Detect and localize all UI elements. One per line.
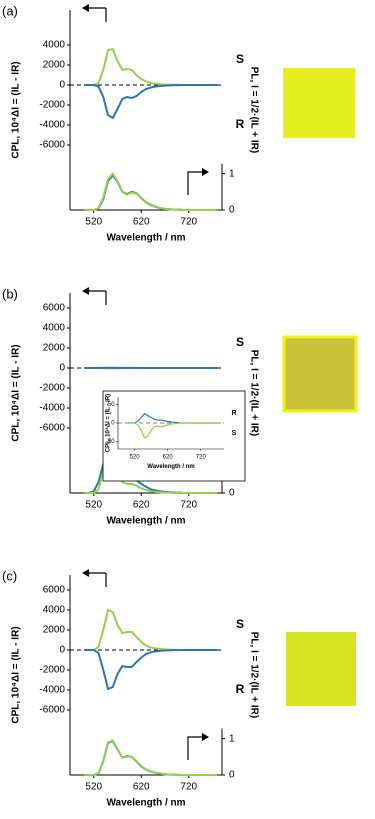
x-tick-label: 620 xyxy=(133,782,150,793)
arrow xyxy=(187,736,206,760)
x-axis-label: Wavelength / nm xyxy=(106,233,185,244)
x-tick-label: 720 xyxy=(196,455,207,461)
y2-axis-label: PL, I = 1/2·(IL + IR) xyxy=(248,350,259,437)
y-tick-label: -2000 xyxy=(39,665,65,676)
y-tick-label: 2000 xyxy=(43,343,66,354)
y-tick-label: -4000 xyxy=(39,685,65,696)
y-tick-label: 2000 xyxy=(43,625,66,636)
y-tick-label: -4000 xyxy=(39,120,65,131)
series-line xyxy=(84,47,218,86)
y-tick-label: 2000 xyxy=(43,60,66,71)
series-line xyxy=(84,608,218,651)
legend-label: S xyxy=(232,430,237,437)
y-tick-label: 0 xyxy=(111,421,115,427)
x-tick-label: 620 xyxy=(163,455,174,461)
arrow-head xyxy=(82,4,89,12)
y-tick-label: 4000 xyxy=(43,40,66,51)
y-tick-label: 0 xyxy=(59,363,65,374)
arrow-head xyxy=(202,733,209,741)
series-line xyxy=(84,649,218,691)
legend-label: R xyxy=(236,117,245,131)
legend-label: R xyxy=(236,682,245,696)
y-tick-label: 6000 xyxy=(43,585,66,596)
legend-label: S xyxy=(236,335,244,349)
y-tick-label: -6000 xyxy=(39,140,65,151)
series-line xyxy=(84,84,218,120)
series-line xyxy=(84,171,218,211)
y-axis-label: CPL, 10⁴ΔI = (IL - IR) xyxy=(11,626,22,723)
y2-axis-label: PL, I = 1/2·(IL + IR) xyxy=(248,632,259,719)
x-tick-label: 520 xyxy=(85,782,102,793)
photo xyxy=(286,632,356,706)
y-tick-label: 6000 xyxy=(43,303,66,314)
x-axis-label: Wavelength / nm xyxy=(106,516,185,527)
series-line xyxy=(127,422,221,439)
x-tick-label: 720 xyxy=(180,217,197,228)
arrow-head xyxy=(202,168,209,176)
y2-tick-label: 1 xyxy=(229,168,235,179)
y2-axis-label: PL, I = 1/2·(IL + IR) xyxy=(248,67,259,154)
photo xyxy=(283,68,355,138)
panel-label: (a) xyxy=(2,3,18,18)
y-tick-label: 50 xyxy=(108,402,115,408)
y-tick-label: 0 xyxy=(59,80,65,91)
panel-label: (c) xyxy=(2,568,17,583)
y-tick-label: -2000 xyxy=(39,100,65,111)
arrow-head xyxy=(82,287,89,295)
legend-label: S xyxy=(236,617,244,631)
x-tick-label: 620 xyxy=(133,500,150,511)
y2-tick-label: 1 xyxy=(229,733,235,744)
arrow xyxy=(187,171,206,195)
y2-tick-label: 0 xyxy=(229,488,235,499)
series-line xyxy=(84,739,218,776)
y-tick-label: -6000 xyxy=(39,705,65,716)
y-axis-label: CPL, 10⁴ΔI = (IL - IR) xyxy=(11,61,22,158)
y-tick-label: 0 xyxy=(59,645,65,656)
y-tick-label: 4000 xyxy=(43,605,66,616)
x-axis-label: Wavelength / nm xyxy=(147,464,194,470)
y-tick-label: -2000 xyxy=(39,383,65,394)
y-tick-label: 4000 xyxy=(43,323,66,334)
y-tick-label: -4000 xyxy=(39,403,65,414)
x-tick-label: 520 xyxy=(85,217,102,228)
legend-label: R xyxy=(231,410,236,417)
y-tick-label: -6000 xyxy=(39,423,65,434)
x-tick-label: 720 xyxy=(180,782,197,793)
y-axis-label: CPL, 10⁴ΔI = (IL - IR) xyxy=(106,394,112,452)
x-tick-label: 620 xyxy=(133,217,150,228)
x-axis-label: Wavelength / nm xyxy=(106,798,185,809)
photo xyxy=(282,335,358,413)
y-tick-label: -50 xyxy=(106,439,115,445)
y-axis-label: CPL, 10⁴ΔI = (IL - IR) xyxy=(11,344,22,441)
arrow-head xyxy=(82,569,89,577)
x-tick-label: 720 xyxy=(180,500,197,511)
x-tick-label: 520 xyxy=(85,500,102,511)
x-tick-label: 520 xyxy=(130,455,141,461)
y2-tick-label: 0 xyxy=(229,770,235,781)
panel-label: (b) xyxy=(2,286,18,301)
inset-frame xyxy=(102,390,246,482)
y2-tick-label: 0 xyxy=(229,205,235,216)
legend-label: S xyxy=(236,52,244,66)
